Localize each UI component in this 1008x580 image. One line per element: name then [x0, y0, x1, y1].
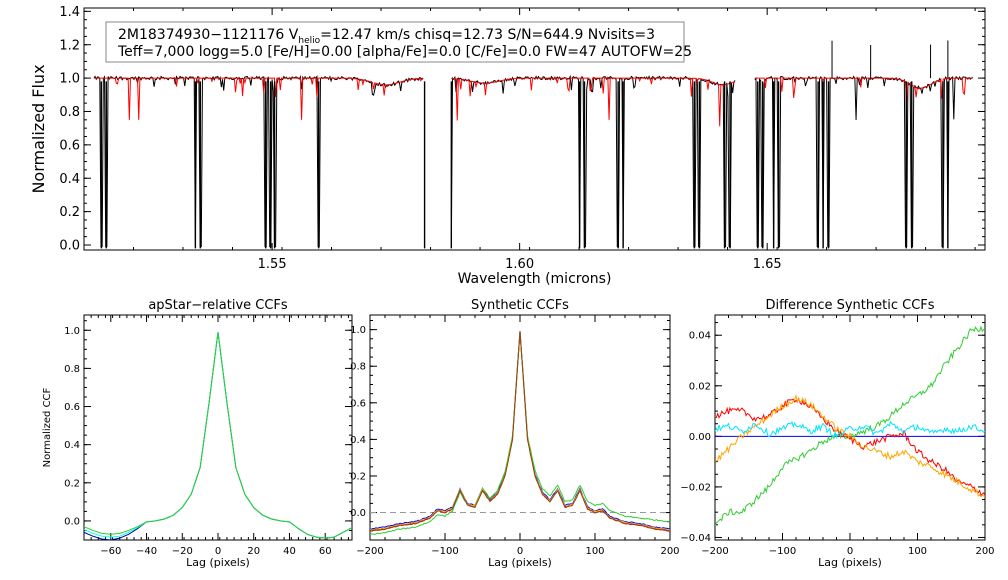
apstar_ccf-title: apStar−relative CCFs: [148, 298, 288, 313]
difference_ccf-xtick-label: 100: [908, 546, 927, 557]
synthetic_ccf-title: Synthetic CCFs: [471, 298, 569, 313]
legend-star-id: 2M18374930−1121176 V: [118, 27, 299, 43]
synthetic_ccf-series-visit-1: [370, 331, 670, 532]
synthetic_ccf-ytick-label: 1.0: [350, 325, 366, 336]
synthetic_ccf-ytick-label: 0.8: [350, 362, 366, 373]
apstar_ccf-xtick-label: 0: [215, 546, 221, 557]
spectrum-xtick-label: 1.65: [753, 257, 782, 272]
spectrum-ytick-label: 0.4: [59, 172, 80, 187]
spectrum-xtick-label: 1.55: [258, 257, 287, 272]
spectrum-model-line: [754, 77, 973, 102]
synthetic_ccf-xtick-label: −100: [431, 546, 458, 557]
synthetic_ccf-panel: −200 −100 0 100 200 0.0 0.2 0.4 0.6 0.8 1.0 Synthet…: [350, 298, 679, 569]
synthetic_ccf-ytick-label: 0.2: [350, 471, 366, 482]
synthetic_ccf-xtick-label: 0: [517, 546, 523, 557]
apstar_ccf-panel: −60 −40 −20 0 20 40 60 0.0 0.2 0.4 0.6 0.8 1.0 apStar…: [42, 298, 353, 569]
apstar_ccf-ytick-label: 1.0: [64, 326, 80, 337]
spectrum-frame: [83, 7, 986, 251]
spectrum-panel: 1.55 1.60 1.65 0.0 0.2 0.4 0.6 0.8 1.0 1.2 1.4 Wave…: [29, 5, 986, 287]
spectrum-observed-line: [93, 74, 424, 248]
synthetic_ccf-xtick-label: 100: [585, 546, 604, 557]
difference_ccf-ytick-label: −0.02: [680, 482, 711, 493]
difference_ccf-plot-area: [715, 325, 985, 526]
synthetic_ccf-frame: [369, 314, 671, 541]
apstar_ccf-xtick-label: 40: [283, 546, 296, 557]
apstar_ccf-xtick-label: 20: [247, 546, 260, 557]
spectrum-legend-line1: 2M18374930−1121176 Vhelio=12.47 km/s chi…: [118, 27, 655, 46]
synthetic_ccf-plot-area: [370, 331, 670, 536]
synthetic_ccf-ytick-label: 0.4: [350, 435, 366, 446]
difference_ccf-title: Difference Synthetic CCFs: [765, 298, 934, 313]
spectrum-ytick-label: 0.6: [59, 138, 80, 153]
synthetic_ccf-series-visit-2: [370, 331, 670, 530]
apstar_ccf-xtick-label: −20: [172, 546, 193, 557]
apstar_ccf-xlabel: Lag (pixels): [186, 556, 250, 569]
synthetic_ccf-series-visit-4: [370, 331, 670, 531]
spectrum-ytick-label: 1.2: [59, 38, 80, 53]
spectrum-ytick-label: 1.4: [59, 5, 80, 20]
apstar_ccf-ytick-label: 0.2: [64, 478, 80, 489]
difference_ccf-ytick-label: −0.04: [680, 533, 711, 544]
spectrum-model-line: [451, 77, 736, 127]
apstar_ccf-series-visit-2: [84, 332, 352, 539]
spectrum-xlabel: Wavelength (microns): [458, 271, 612, 287]
legend-vhelio-subscript: helio: [298, 36, 320, 46]
apstar_ccf-plot-area: [84, 332, 352, 540]
difference_ccf-ytick-label: 0.02: [689, 381, 711, 392]
apstar_ccf-series-visit-1: [84, 332, 352, 540]
spectrum-ytick-label: 0.8: [59, 105, 80, 120]
spectrum-legend-line2: Teff=7,000 logg=5.0 [Fe/H]=0.00 [alpha/F…: [117, 44, 692, 60]
spectrum-observed-line: [450, 74, 736, 248]
difference_ccf-series-cyan: [715, 420, 985, 440]
synthetic_ccf-series-visit-5: [370, 331, 670, 532]
difference_ccf-xtick-label: −100: [769, 546, 796, 557]
difference_ccf-xlabel: Lag (pixels): [818, 556, 882, 569]
legend-fit-stats: =12.47 km/s chisq=12.73 S/N=644.9 Nvisit…: [320, 27, 655, 43]
synthetic_ccf-xtick-label: −200: [356, 546, 383, 557]
apstar_ccf-ylabel: Normalized CCF: [42, 387, 53, 467]
spectrum-ylabel: Normalized Flux: [29, 64, 48, 193]
difference_ccf-series-red: [715, 397, 985, 497]
spectrum-model-line: [93, 77, 424, 120]
apstar_ccf-xtick-label: 60: [319, 546, 332, 557]
apstar_ccf-frame: [83, 314, 353, 541]
spectrum-ytick-label: 1.0: [59, 72, 80, 87]
apstar_ccf-ytick-label: 0.8: [64, 364, 80, 375]
spectrum-ytick-label: 0.2: [59, 205, 80, 220]
difference_ccf-xtick-label: 0: [847, 546, 853, 557]
apstar_ccf-ytick-label: 0.4: [64, 440, 80, 451]
apstar_ccf-ytick-label: 0.0: [64, 516, 80, 527]
synthetic_ccf-ytick-label: 0.6: [350, 398, 366, 409]
spectrum-ytick-label: 0.0: [59, 239, 80, 254]
apstar_ccf-ytick-label: 0.6: [64, 402, 80, 413]
apstar_ccf-series-visit-3: [84, 332, 352, 539]
synthetic_ccf-xlabel: Lag (pixels): [488, 556, 552, 569]
difference_ccf-panel: −200 −100 0 100 200 −0.04 −0.02 0.00 0.02 0.04 Dif…: [680, 298, 994, 569]
apstar_ccf-xtick-label: −60: [100, 546, 121, 557]
difference_ccf-series-orange: [715, 393, 985, 498]
synthetic_ccf-series-visit-3: [370, 331, 670, 536]
spectrum-xtick-label: 1.60: [505, 257, 534, 272]
difference_ccf-ytick-label: 0.04: [689, 331, 711, 342]
apstar_ccf-xtick-label: −40: [136, 546, 157, 557]
synthetic_ccf-xtick-label: 200: [660, 546, 679, 557]
difference_ccf-ytick-label: 0.00: [689, 432, 711, 443]
spectrum-observed-line: [754, 75, 973, 248]
spectrum-legend-box: [105, 21, 685, 63]
synthetic_ccf-ytick-label: 0.0: [350, 508, 366, 519]
difference_ccf-xtick-label: 200: [975, 546, 994, 557]
difference_ccf-xtick-label: −200: [701, 546, 728, 557]
